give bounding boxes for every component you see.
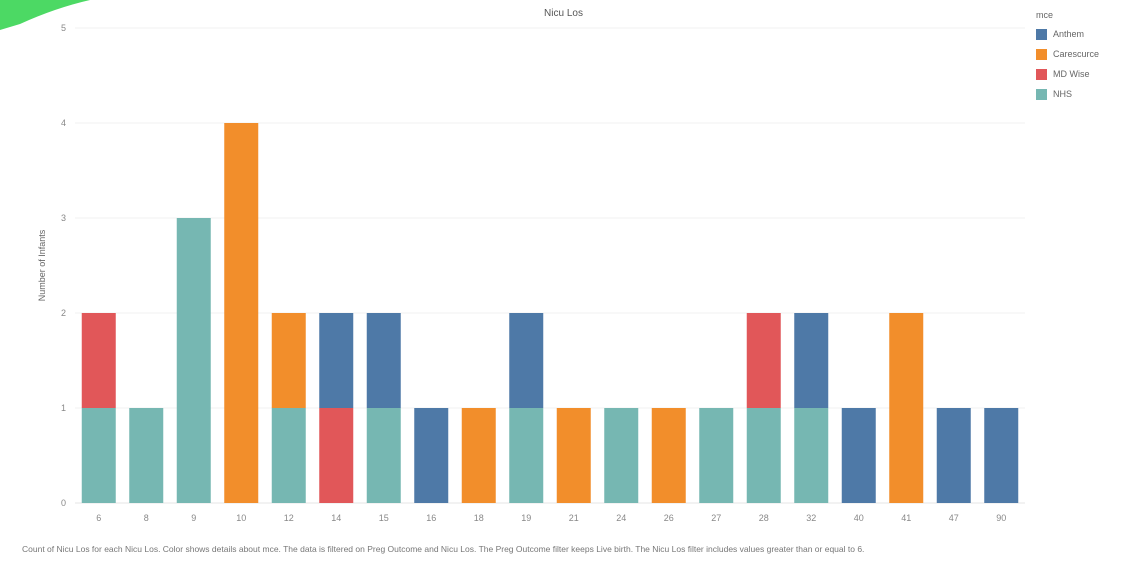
x-tick-label: 27	[711, 513, 721, 523]
y-tick-label: 0	[61, 498, 66, 508]
legend-item: Carescurce	[1036, 44, 1099, 64]
legend-swatch	[1036, 28, 1047, 40]
bar-segment	[746, 313, 781, 408]
legend-label: NHS	[1053, 89, 1073, 99]
legend-title: mce	[1036, 10, 1054, 20]
bar-segment	[604, 408, 639, 503]
x-tick-label: 8	[144, 513, 149, 523]
legend-item: Anthem	[1036, 24, 1099, 44]
bar-segment	[129, 408, 164, 503]
legend-item: NHS	[1036, 84, 1099, 104]
bar-segment	[271, 408, 306, 503]
bar-segment	[319, 408, 354, 503]
bar-segment	[461, 408, 496, 503]
bar-segment	[81, 408, 116, 503]
chart-title: Nicu Los	[544, 8, 583, 19]
bar-segment	[319, 313, 354, 408]
bar-segment	[509, 313, 544, 408]
bar-segment	[271, 313, 306, 408]
bar-segment	[556, 408, 591, 503]
x-tick-label: 26	[664, 513, 674, 523]
bar-segment	[841, 408, 876, 503]
bar-segment	[651, 408, 686, 503]
x-tick-label: 10	[236, 513, 246, 523]
x-tick-label: 18	[474, 513, 484, 523]
legend-label: MD Wise	[1053, 69, 1090, 79]
bar-segment	[366, 313, 401, 408]
y-tick-label: 5	[61, 23, 66, 33]
bar-segment	[889, 313, 924, 503]
y-tick-label: 4	[61, 118, 66, 128]
y-tick-label: 1	[61, 403, 66, 413]
x-tick-label: 32	[806, 513, 816, 523]
legend-swatch	[1036, 68, 1047, 80]
legend-label: Carescurce	[1053, 49, 1100, 59]
x-tick-label: 19	[521, 513, 531, 523]
bar-segment	[794, 313, 829, 408]
y-tick-label: 3	[61, 213, 66, 223]
bar-segment	[794, 408, 829, 503]
x-tick-label: 16	[426, 513, 436, 523]
legend: mce Anthem Carescurce MD Wise NHS	[1036, 10, 1099, 104]
legend-swatch	[1036, 48, 1047, 60]
bar-segment	[699, 408, 734, 503]
legend-item: MD Wise	[1036, 64, 1099, 84]
bar-segment	[936, 408, 971, 503]
x-tick-label: 15	[379, 513, 389, 523]
x-tick-label: 9	[191, 513, 196, 523]
y-axis-label: Number of Infants	[37, 229, 47, 301]
x-tick-label: 28	[759, 513, 769, 523]
x-tick-label: 24	[616, 513, 626, 523]
bar-segment	[224, 123, 259, 503]
x-tick-label: 40	[854, 513, 864, 523]
x-tick-label: 41	[901, 513, 911, 523]
bar-segment	[509, 408, 544, 503]
legend-swatch	[1036, 88, 1047, 100]
x-tick-label: 47	[949, 513, 959, 523]
bar-segment	[176, 218, 211, 503]
bar-segment	[414, 408, 449, 503]
x-tick-label: 14	[331, 513, 341, 523]
x-tick-label: 90	[996, 513, 1006, 523]
bar-segment	[746, 408, 781, 503]
x-tick-label: 6	[96, 513, 101, 523]
bar-segment	[984, 408, 1019, 503]
x-tick-label: 12	[284, 513, 294, 523]
bar-segment	[366, 408, 401, 503]
legend-label: Anthem	[1053, 29, 1085, 39]
chart-caption: Count of Nicu Los for each Nicu Los. Col…	[22, 544, 865, 554]
bar-segment	[81, 313, 116, 408]
corner-decoration	[0, 0, 90, 30]
y-tick-label: 2	[61, 308, 66, 318]
x-tick-label: 21	[569, 513, 579, 523]
